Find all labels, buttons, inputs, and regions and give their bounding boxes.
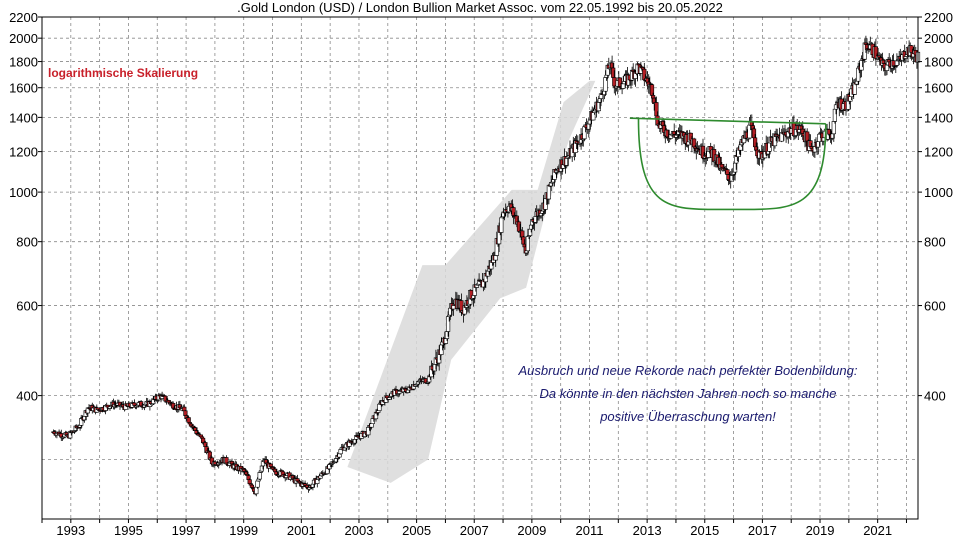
y-tick-label-left: 1400 <box>9 110 38 125</box>
y-tick-label-right: 1400 <box>924 110 953 125</box>
y-tick-label-right: 800 <box>924 235 946 250</box>
x-tick-label: 2009 <box>517 523 546 538</box>
y-tick-label-right: 2000 <box>924 31 953 46</box>
x-tick-label: 2005 <box>402 523 431 538</box>
y-axis-right: 2200 2000 1800 1600 1400 1200 1000 800 600 400 <box>918 10 953 404</box>
cup-pattern <box>629 117 827 211</box>
candlestick-series <box>51 35 921 497</box>
bowl-curve <box>637 118 827 211</box>
x-tick-label: 1995 <box>114 523 143 538</box>
y-tick-label-left: 2200 <box>9 10 38 25</box>
candle-up <box>894 60 899 66</box>
y-tick-label-left: 1800 <box>9 55 38 70</box>
candle-down <box>295 478 300 482</box>
candle-down <box>186 417 191 423</box>
y-tick-label-right: 600 <box>924 299 946 314</box>
candle-down <box>612 77 617 87</box>
y-tick-label-right: 400 <box>924 389 946 404</box>
x-tick-label: 2003 <box>345 523 374 538</box>
y-tick-label-right: 1200 <box>924 145 953 160</box>
x-tick-label: 2019 <box>806 523 835 538</box>
plot-frame <box>41 16 919 520</box>
y-tick-label-left: 1200 <box>9 145 38 160</box>
x-tick-label: 2007 <box>460 523 489 538</box>
x-tick-label: 1993 <box>56 523 85 538</box>
annotation-line: Ausbruch und neue Rekorde nach perfekter… <box>518 363 858 378</box>
x-tick-label: 2013 <box>633 523 662 538</box>
y-tick-label-left: 2000 <box>9 31 38 46</box>
candle-down <box>182 406 187 412</box>
x-tick-label: 2017 <box>748 523 777 538</box>
y-tick-label-left: 1600 <box>9 81 38 96</box>
neckline <box>629 117 826 125</box>
x-axis: 1993 1995 1997 1999 2001 2003 2005 2007 2009 2011… <box>41 519 907 538</box>
x-tick-label: 2011 <box>576 523 604 538</box>
candle-up <box>369 423 374 428</box>
candle-up <box>257 472 262 480</box>
y-tick-label-left: 600 <box>16 299 38 314</box>
candle-up <box>621 83 626 89</box>
candle-up <box>499 217 504 233</box>
scale-note: logarithmische Skalierung <box>48 66 198 80</box>
candle-down <box>719 164 724 168</box>
x-tick-label: 1997 <box>172 523 201 538</box>
annotation-text: Ausbruch und neue Rekorde nach perfekter… <box>518 363 858 424</box>
y-tick-label-left: 400 <box>16 389 38 404</box>
y-tick-label-right: 1800 <box>924 55 953 70</box>
annotation-line: positive Überraschung warten! <box>599 409 776 424</box>
x-tick-label: 2015 <box>690 523 719 538</box>
annotation-line: Da könnte in den nächsten Jahren noch so… <box>539 386 836 401</box>
chart-title: .Gold London (USD) / London Bullion Mark… <box>237 0 723 15</box>
x-tick-label: 1999 <box>229 523 258 538</box>
candle-up <box>255 480 260 488</box>
y-tick-label-right: 2200 <box>924 10 953 25</box>
x-tick-label: 2001 <box>287 523 316 538</box>
candle-up <box>377 403 382 412</box>
candle-down <box>268 463 273 468</box>
candle-down <box>725 169 730 175</box>
y-tick-label-right: 1600 <box>924 81 953 96</box>
candle-up <box>387 397 392 400</box>
candle-up <box>546 184 551 200</box>
y-axis-left: 2200 2000 1800 1600 1400 1200 1000 800 600 400 <box>9 10 42 404</box>
candle-down <box>650 95 656 99</box>
y-tick-label-right: 1000 <box>924 185 953 200</box>
y-tick-label-left: 800 <box>16 235 38 250</box>
y-tick-label-left: 1000 <box>9 185 38 200</box>
x-tick-label: 2021 <box>863 523 892 538</box>
